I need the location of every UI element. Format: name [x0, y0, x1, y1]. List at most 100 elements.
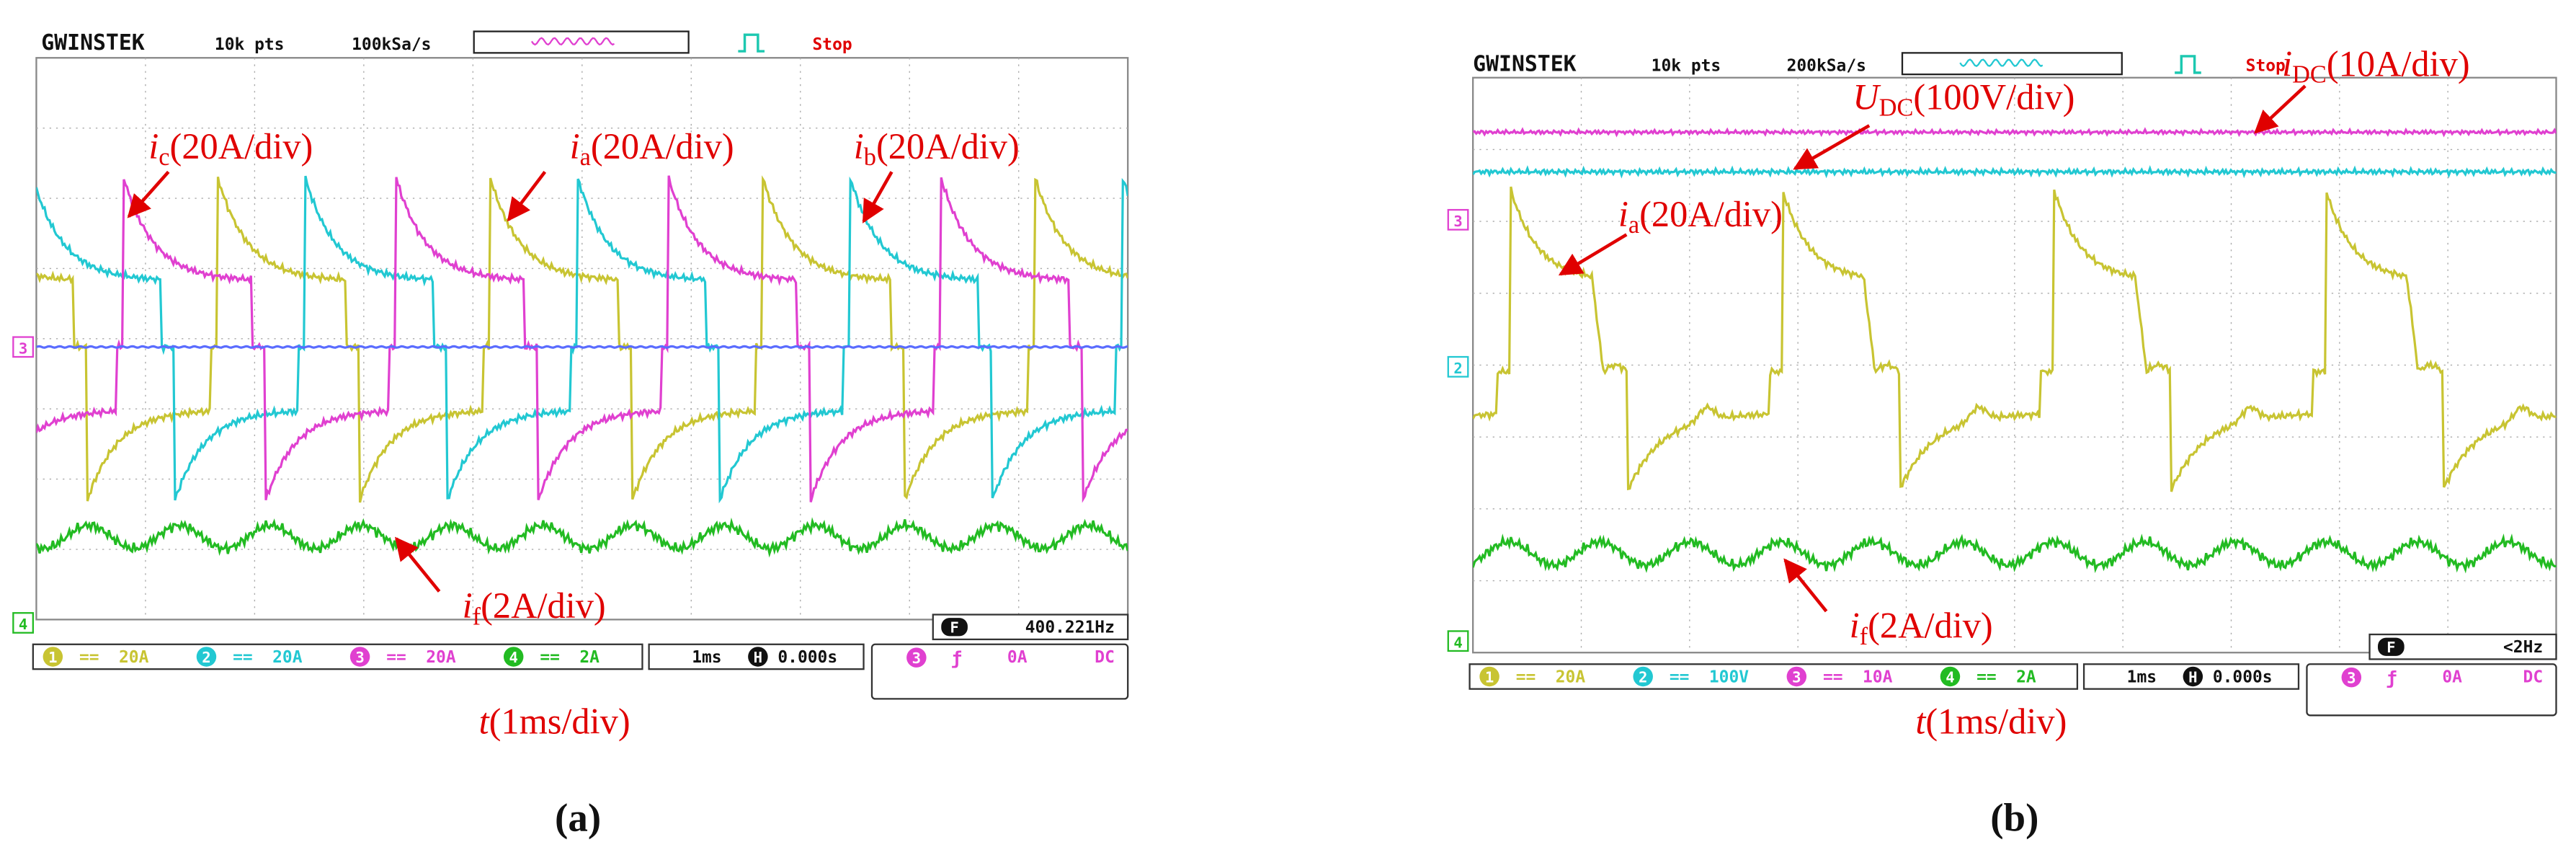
annotation-scale: (20A/div)	[1639, 194, 1783, 234]
annotation: UDC(100V/div)	[1853, 76, 2074, 121]
time-axis-label: t(1ms/div)	[1915, 701, 2067, 742]
channel-bar	[1469, 663, 2079, 690]
annotation: if(2A/div)	[1850, 606, 1993, 650]
trigger-icon	[738, 33, 765, 53]
time-scale: (1ms/div)	[489, 701, 630, 742]
channel-badge	[1940, 666, 1961, 687]
trigger-icon	[2175, 55, 2201, 74]
annotation-scale: (20A/div)	[591, 126, 734, 167]
time-axis-label: t(1ms/div)	[479, 701, 630, 742]
annotation: ia(20A/div)	[1618, 194, 1783, 239]
annotation-scale: (100V/div)	[1913, 76, 2074, 117]
channel-coupling: ==	[1670, 668, 1690, 686]
trigger-coupling: DC	[2523, 668, 2544, 686]
annotation-symbol: i	[570, 126, 580, 167]
channel-scale: 20A	[272, 648, 303, 667]
annotation-subscript: f	[473, 603, 481, 630]
channel-number: 1	[48, 649, 57, 666]
traces	[36, 175, 1128, 558]
phase-a-trace	[36, 175, 1128, 503]
memory-wave	[530, 37, 615, 46]
channel-marker	[12, 336, 34, 358]
channel-badge	[196, 647, 217, 667]
phase-b-trace	[36, 175, 1128, 504]
channel-marker-label: 2	[1453, 360, 1462, 377]
channel-coupling: ==	[1823, 668, 1843, 686]
annotation-arrow	[1558, 233, 1628, 276]
annotation-subscript: DC	[2292, 61, 2327, 89]
timebase-icon-bg	[2183, 666, 2203, 687]
annotation-symbol: i	[148, 126, 159, 167]
sample-rate: 100kSa/s	[352, 35, 431, 54]
annotation-subscript: b	[864, 143, 876, 171]
annotation-arrow	[862, 171, 893, 223]
annotation-subscript: f	[1860, 623, 1868, 650]
annotation-scale: (20A/div)	[876, 126, 1020, 167]
channel-marker	[1447, 355, 1469, 378]
channel-number: 2	[1639, 668, 1647, 686]
channel-number: 4	[509, 649, 517, 666]
annotation-scale: (2A/div)	[481, 585, 606, 626]
channel-coupling: ==	[1976, 668, 1997, 686]
channel-number: 3	[1792, 668, 1801, 686]
channel-scale: 10A	[1863, 668, 1893, 686]
trigger-box	[2306, 663, 2557, 717]
annotation: iDC(10A/div)	[2282, 43, 2470, 88]
channel-scale: 20A	[119, 648, 149, 667]
trigger-source: 3	[912, 650, 921, 667]
trigger-slope: ƒ	[951, 647, 962, 668]
channel-number: 2	[202, 649, 210, 666]
frequency-icon-bg	[941, 618, 968, 637]
trigger-slope: ƒ	[2386, 668, 2397, 688]
trigger-badge	[906, 647, 927, 668]
channel-badge	[1786, 666, 1807, 687]
channel-scale: 100V	[1709, 668, 1749, 686]
phase-a-trace	[1473, 186, 2557, 492]
annotation-arrow	[507, 170, 547, 222]
channel-coupling: ==	[386, 648, 406, 667]
channel-number: 3	[355, 649, 364, 666]
annotation-arrow	[2254, 84, 2307, 134]
caption: (a)	[555, 796, 601, 840]
time-symbol: t	[479, 701, 491, 742]
annotation-symbol: i	[854, 126, 864, 167]
channel-scale: 2A	[2016, 668, 2036, 686]
trigger-coupling: DC	[1095, 648, 1115, 667]
channel-badge	[349, 647, 370, 667]
channel-marker	[1447, 208, 1469, 231]
channel-coupling: ==	[1516, 668, 1536, 686]
channel-badge	[503, 647, 524, 667]
channel-marker	[1447, 630, 1469, 652]
reference-line	[36, 345, 1128, 349]
dc-current-trace	[1473, 127, 2557, 138]
annotation-symbol: i	[463, 585, 473, 626]
frequency-icon: F	[2386, 639, 2395, 656]
channel-marker	[12, 612, 34, 634]
trigger-box	[870, 643, 1129, 700]
time-symbol: t	[1915, 701, 1927, 742]
annotation-symbol: i	[1850, 606, 1860, 646]
timebase-scale: 1ms	[2127, 668, 2157, 686]
frequency-value: <2Hz	[2503, 638, 2543, 657]
channel-badge	[1479, 666, 1499, 687]
trigger-badge	[2341, 667, 2362, 688]
annotation-scale: (20A/div)	[170, 126, 313, 167]
annotation-symbol: i	[2282, 43, 2292, 84]
channel-badge	[1633, 666, 1653, 687]
annotation-arrow	[127, 170, 170, 218]
channel-marker-label: 3	[1453, 213, 1462, 230]
annotation: ib(20A/div)	[854, 126, 1020, 171]
time-scale: (1ms/div)	[1925, 701, 2067, 742]
memory-wave	[1959, 58, 2044, 68]
channel-coupling: ==	[540, 648, 560, 667]
record-length: 10k pts	[1652, 57, 1721, 76]
frequency-value: 400.221Hz	[1025, 619, 1115, 637]
channel-scale: 20A	[1556, 668, 1586, 686]
trigger-level: 0A	[2442, 668, 2462, 686]
timebase-icon: H	[754, 649, 762, 666]
field-current-trace	[36, 517, 1128, 558]
annotation-symbol: U	[1853, 76, 1881, 117]
annotation-arrow	[1783, 558, 1828, 613]
channel-marker-label: 4	[19, 616, 27, 633]
